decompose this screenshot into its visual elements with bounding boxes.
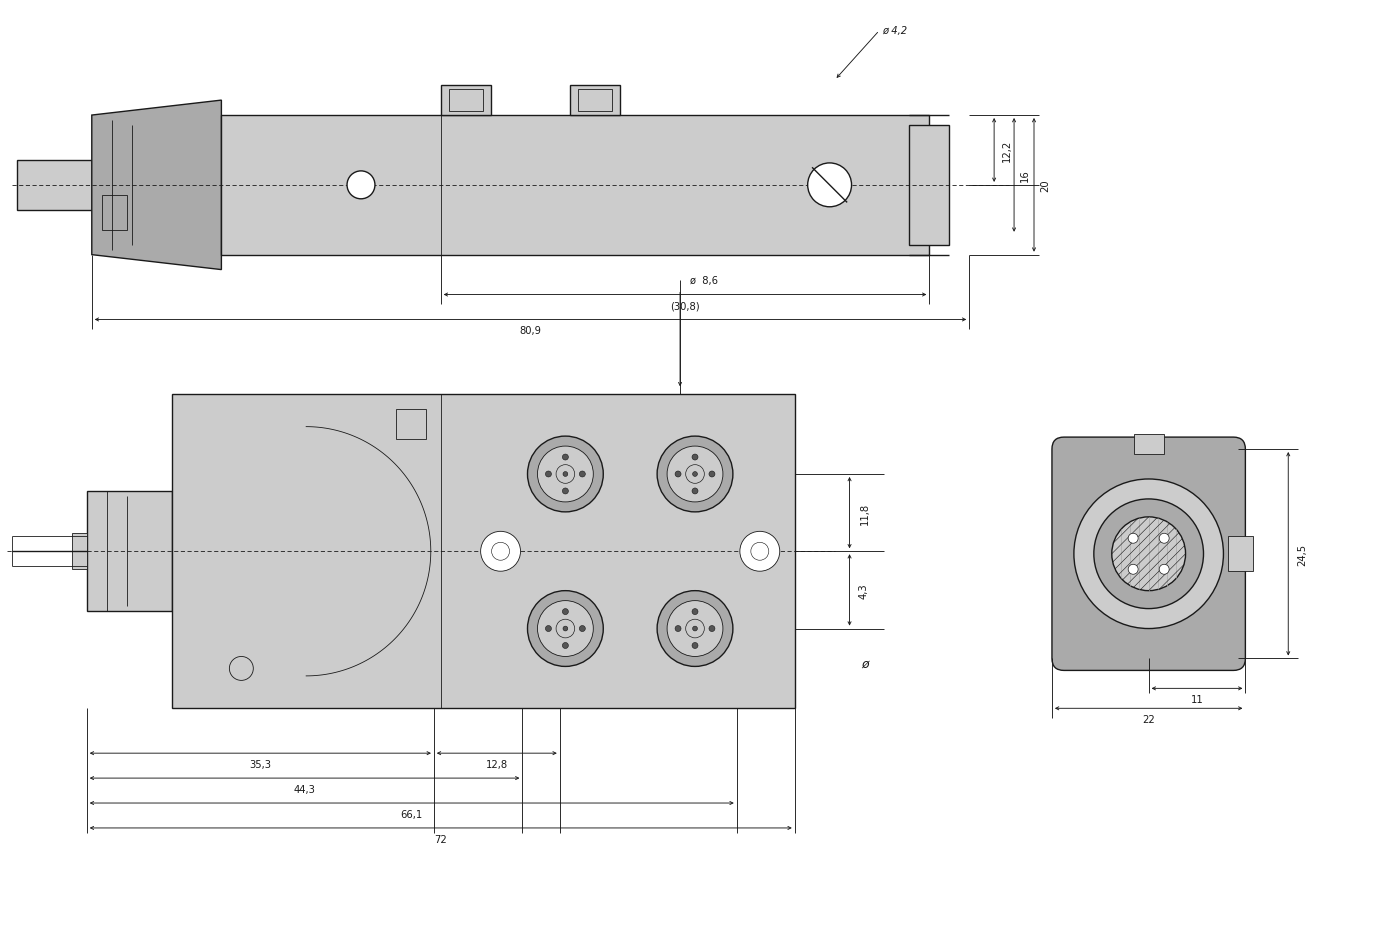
- Circle shape: [740, 531, 779, 572]
- Text: 11: 11: [1190, 695, 1203, 704]
- Circle shape: [545, 626, 552, 632]
- Bar: [909, 126, 949, 245]
- Circle shape: [563, 627, 567, 632]
- Text: 72: 72: [435, 834, 447, 844]
- Text: ø 4,2: ø 4,2: [882, 26, 907, 36]
- Circle shape: [562, 643, 569, 649]
- Circle shape: [675, 626, 682, 632]
- Bar: [579, 90, 612, 112]
- Circle shape: [527, 591, 604, 666]
- Circle shape: [538, 447, 594, 502]
- Circle shape: [693, 472, 697, 477]
- Circle shape: [691, 455, 698, 461]
- Circle shape: [710, 626, 715, 632]
- Text: (30,8): (30,8): [671, 301, 700, 312]
- Circle shape: [563, 472, 567, 477]
- Text: 44,3: 44,3: [294, 784, 315, 794]
- Circle shape: [562, 455, 569, 461]
- Text: ø: ø: [860, 657, 868, 670]
- Bar: [1228, 537, 1253, 572]
- Text: 22: 22: [1142, 715, 1156, 724]
- Text: 16: 16: [1020, 169, 1030, 182]
- Text: 12,2: 12,2: [1002, 140, 1012, 162]
- Circle shape: [562, 488, 569, 495]
- Circle shape: [668, 447, 723, 502]
- Circle shape: [538, 601, 594, 657]
- Circle shape: [691, 609, 698, 615]
- Text: 12,8: 12,8: [485, 759, 507, 769]
- Bar: [396, 410, 425, 440]
- Circle shape: [1094, 499, 1203, 609]
- Bar: [17, 160, 92, 211]
- Circle shape: [1073, 480, 1224, 629]
- Text: 11,8: 11,8: [860, 502, 870, 524]
- Bar: [222, 116, 930, 256]
- Bar: [171, 395, 795, 709]
- Circle shape: [347, 172, 375, 199]
- Bar: [102, 195, 127, 230]
- Bar: [1133, 434, 1164, 455]
- Text: 66,1: 66,1: [400, 809, 422, 819]
- Circle shape: [1112, 517, 1185, 591]
- Circle shape: [1160, 565, 1170, 575]
- Bar: [86, 492, 171, 612]
- Circle shape: [481, 531, 520, 572]
- Text: 80,9: 80,9: [520, 326, 541, 336]
- Bar: [570, 86, 620, 116]
- Circle shape: [527, 437, 604, 513]
- Circle shape: [691, 488, 698, 495]
- Circle shape: [710, 471, 715, 478]
- Circle shape: [657, 437, 733, 513]
- Bar: [441, 86, 491, 116]
- Circle shape: [668, 601, 723, 657]
- Circle shape: [562, 609, 569, 615]
- Circle shape: [657, 591, 733, 666]
- Circle shape: [1160, 533, 1170, 544]
- Circle shape: [1128, 565, 1138, 575]
- Circle shape: [580, 471, 585, 478]
- Text: 20: 20: [1040, 179, 1050, 192]
- Circle shape: [545, 471, 552, 478]
- Bar: [449, 90, 482, 112]
- Text: ø  8,6: ø 8,6: [690, 276, 718, 285]
- Text: 24,5: 24,5: [1298, 543, 1308, 565]
- Text: 35,3: 35,3: [250, 759, 272, 769]
- Circle shape: [580, 626, 585, 632]
- Text: 4,3: 4,3: [859, 582, 868, 598]
- Bar: [72, 533, 86, 569]
- Circle shape: [693, 627, 697, 632]
- Circle shape: [691, 643, 698, 649]
- Circle shape: [807, 163, 852, 208]
- Circle shape: [1128, 533, 1138, 544]
- Polygon shape: [92, 101, 222, 270]
- FancyBboxPatch shape: [1052, 438, 1245, 670]
- Circle shape: [675, 471, 682, 478]
